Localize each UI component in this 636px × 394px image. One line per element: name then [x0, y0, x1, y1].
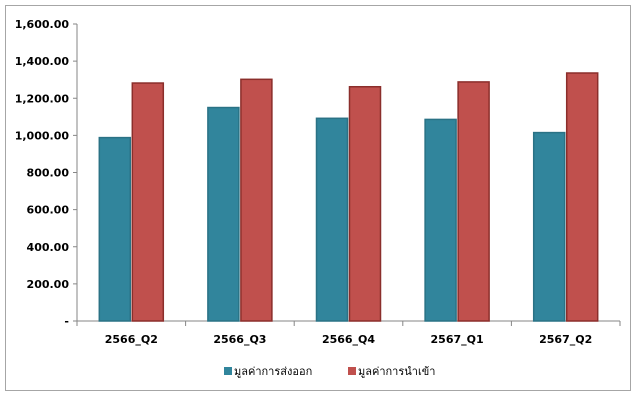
x-axis: 2566_Q2 2566_Q3 2566_Q4 2567_Q1 2567_Q2	[76, 320, 621, 346]
y-tick-label: 200.00	[27, 278, 70, 291]
y-tick-label: 800.00	[27, 167, 70, 180]
y-tick-label: -	[64, 315, 69, 328]
legend-label: มูลค่าการส่งออก	[234, 365, 312, 378]
bar-export	[98, 136, 132, 322]
legend-label: มูลค่าการนำเข้า	[358, 365, 435, 378]
y-tick-label: 1,600.00	[15, 18, 70, 31]
x-tick-label: 2566_Q3	[213, 333, 266, 346]
x-tick-label: 2566_Q4	[322, 333, 375, 346]
bar-import	[457, 81, 490, 322]
bar-import	[131, 82, 165, 322]
x-tick-label: 2567_Q2	[539, 333, 592, 346]
y-tick-label: 1,400.00	[15, 55, 70, 68]
bar-export	[532, 131, 566, 322]
bar-export	[315, 117, 349, 322]
x-tick-label: 2566_Q2	[105, 333, 158, 346]
bar-import	[240, 78, 273, 322]
bar-export	[424, 118, 457, 322]
legend-swatch	[348, 367, 356, 375]
x-tick-label: 2567_Q1	[431, 333, 484, 346]
bar-import	[565, 72, 599, 322]
y-tick-label: 600.00	[27, 204, 70, 217]
bar-export	[207, 106, 240, 322]
legend: มูลค่าการส่งออก มูลค่าการนำเข้า	[224, 365, 435, 378]
y-axis: - 200.00 400.00 600.00 800.00 1,000.00 1,200.0…	[15, 18, 78, 328]
y-tick-label: 400.00	[27, 241, 70, 254]
y-tick-label: 1,200.00	[15, 92, 70, 105]
bars	[98, 72, 599, 322]
y-tick-label: 1,000.00	[15, 129, 70, 142]
bar-import	[348, 85, 382, 322]
legend-swatch	[224, 367, 232, 375]
